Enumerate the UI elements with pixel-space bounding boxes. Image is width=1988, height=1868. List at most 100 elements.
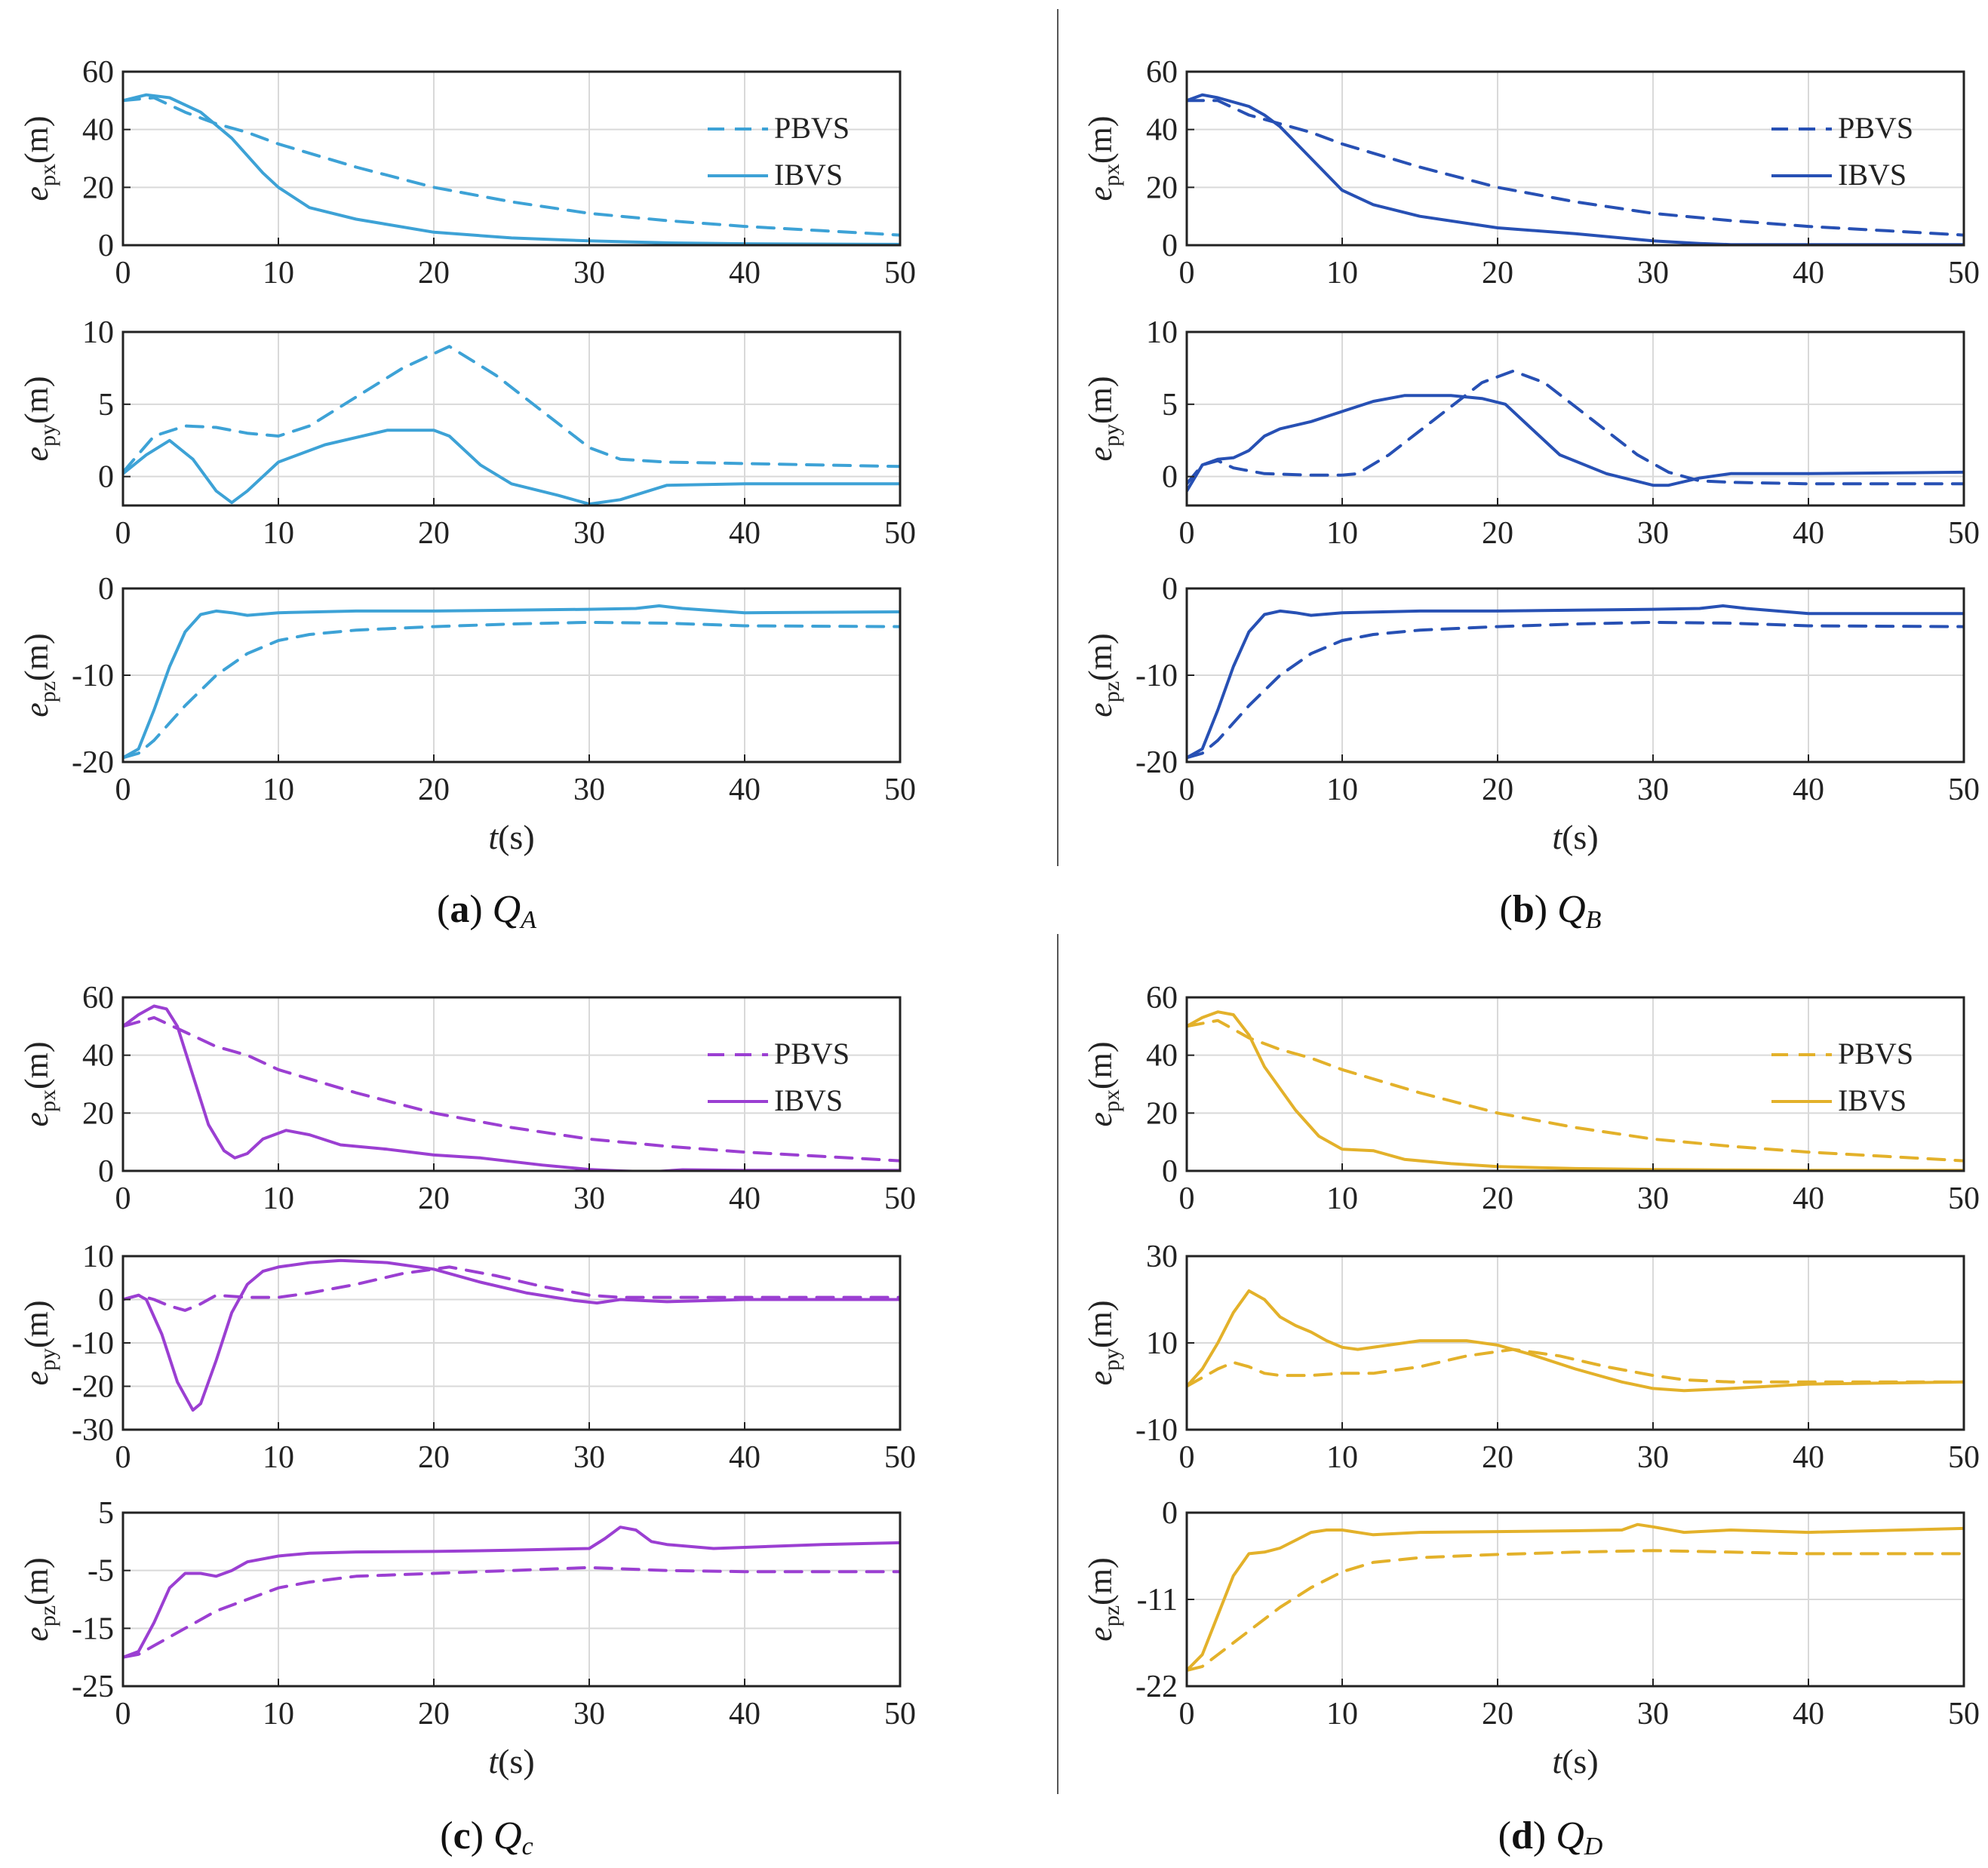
y-tick-label: -15	[72, 1611, 114, 1646]
x-tick-label: 30	[573, 1440, 605, 1475]
y-axis-label: epx(m)	[1082, 1041, 1124, 1126]
y-tick-label: 20	[82, 171, 114, 205]
y-tick-label: 40	[1146, 113, 1178, 148]
y-axis-label: epx(m)	[1082, 115, 1124, 201]
x-tick-label: 40	[1793, 1697, 1824, 1731]
x-axis-label: t(s)	[1552, 1742, 1598, 1780]
series-pbvs-line	[123, 96, 900, 237]
x-tick-label: 30	[1637, 516, 1669, 551]
x-tick-label: 20	[418, 1440, 450, 1475]
x-tick-label: 30	[1637, 1181, 1669, 1216]
x-tick-label: 50	[1948, 1440, 1980, 1475]
x-tick-label: 10	[1326, 1440, 1358, 1475]
legend: PBVS IBVS	[708, 1037, 850, 1117]
x-tick-label: 50	[884, 773, 916, 807]
x-tick-label: 30	[1637, 256, 1669, 290]
x-tick-label: 0	[1179, 1181, 1195, 1216]
legend: PBVS IBVS	[1771, 1037, 1913, 1117]
y-tick-label: -20	[72, 1370, 114, 1405]
series-pbvs-line	[123, 1015, 900, 1163]
x-tick-label: 30	[1637, 1697, 1669, 1731]
y-tick-label: 0	[1162, 229, 1178, 263]
x-tick-label: 40	[1793, 1440, 1824, 1475]
x-tick-label: 50	[884, 516, 916, 551]
subplot-c-1: 0 10 20 30 40 50 0 20 40 60 epx(m) PBVS IBVS	[18, 981, 916, 1216]
x-tick-label: 50	[884, 1181, 916, 1216]
x-tick-label: 50	[884, 256, 916, 290]
y-axis-label: epz(m)	[18, 633, 60, 717]
x-tick-label: 10	[263, 1440, 294, 1475]
y-tick-label: -20	[1135, 745, 1178, 780]
axes-frame	[121, 330, 902, 507]
subplot-a-1: 0 10 20 30 40 50 0 20 40 60 epx(m) PBVS IBVS	[18, 55, 916, 290]
x-tick-label: 50	[1948, 1697, 1980, 1731]
y-tick-label: 60	[1146, 55, 1178, 90]
y-tick-label: 10	[82, 1240, 114, 1274]
axes-frame	[1185, 330, 1965, 507]
y-axis-label: epy(m)	[1082, 1300, 1124, 1385]
x-tick-label: 50	[1948, 256, 1980, 290]
y-tick-label: -20	[72, 745, 114, 780]
y-tick-label: 0	[98, 229, 114, 263]
y-tick-label: 0	[98, 460, 114, 495]
x-tick-label: 20	[1482, 773, 1513, 807]
y-axis-label: epz(m)	[1082, 1557, 1124, 1641]
legend-label-pbvs: PBVS	[774, 111, 850, 145]
y-axis-label: epx(m)	[18, 115, 60, 201]
y-tick-label: -30	[72, 1413, 114, 1448]
x-tick-label: 30	[573, 1181, 605, 1216]
x-tick-label: 10	[1326, 516, 1358, 551]
legend-label-pbvs: PBVS	[774, 1037, 850, 1071]
y-tick-label: 0	[98, 1283, 114, 1318]
x-tick-label: 40	[1793, 516, 1824, 551]
y-axis-label: epy(m)	[18, 376, 60, 461]
series-pbvs-line	[123, 1265, 900, 1312]
x-tick-label: 10	[1326, 773, 1358, 807]
subplot-c-3: 0 10 20 30 40 50 -25 -15 -5 5 epz(m) t(s)	[18, 1496, 916, 1780]
legend-label-ibvs: IBVS	[774, 158, 843, 192]
x-tick-label: 10	[263, 773, 294, 807]
x-tick-label: 0	[1179, 256, 1195, 290]
x-tick-label: 0	[1179, 773, 1195, 807]
x-tick-label: 50	[1948, 1181, 1980, 1216]
y-tick-label: 60	[1146, 981, 1178, 1015]
x-tick-label: 10	[1326, 256, 1358, 290]
axes-frame	[121, 70, 902, 247]
subplot-b-1: 0 10 20 30 40 50 0 20 40 60 epx(m) PBVS IBVS	[1082, 55, 1980, 290]
series-ibvs-line	[1187, 604, 1964, 760]
x-tick-label: 20	[1482, 1697, 1513, 1731]
x-tick-label: 10	[1326, 1697, 1358, 1731]
series-pbvs-line	[1187, 99, 1964, 237]
caption-d: (d) QD	[1498, 1814, 1603, 1860]
x-tick-label: 0	[1179, 516, 1195, 551]
y-tick-label: 5	[1162, 388, 1178, 422]
axes-frame	[1185, 70, 1965, 247]
x-tick-label: 20	[1482, 516, 1513, 551]
x-tick-label: 30	[573, 773, 605, 807]
y-axis-label: epx(m)	[18, 1041, 60, 1126]
y-tick-label: 20	[1146, 1096, 1178, 1131]
y-tick-label: 10	[1146, 315, 1178, 350]
series-ibvs-line	[123, 93, 900, 245]
x-tick-label: 40	[729, 773, 760, 807]
y-tick-label: 5	[98, 1496, 114, 1531]
legend-label-ibvs: IBVS	[1838, 1083, 1907, 1117]
x-tick-label: 0	[115, 256, 131, 290]
x-tick-label: 40	[729, 516, 760, 551]
x-axis-label: t(s)	[488, 818, 534, 856]
axes-frame	[121, 1511, 902, 1688]
y-tick-label: 0	[98, 1154, 114, 1189]
y-tick-label: -11	[1137, 1583, 1178, 1618]
x-tick-label: 10	[1326, 1181, 1358, 1216]
x-tick-label: 10	[263, 516, 294, 551]
x-tick-label: 40	[1793, 1181, 1824, 1216]
x-tick-label: 20	[1482, 1181, 1513, 1216]
series-pbvs-line	[1187, 369, 1964, 486]
y-tick-label: 0	[1162, 1154, 1178, 1189]
y-tick-label: -5	[88, 1554, 114, 1589]
x-tick-label: 50	[884, 1440, 916, 1475]
x-tick-label: 20	[418, 773, 450, 807]
x-tick-label: 0	[115, 516, 131, 551]
